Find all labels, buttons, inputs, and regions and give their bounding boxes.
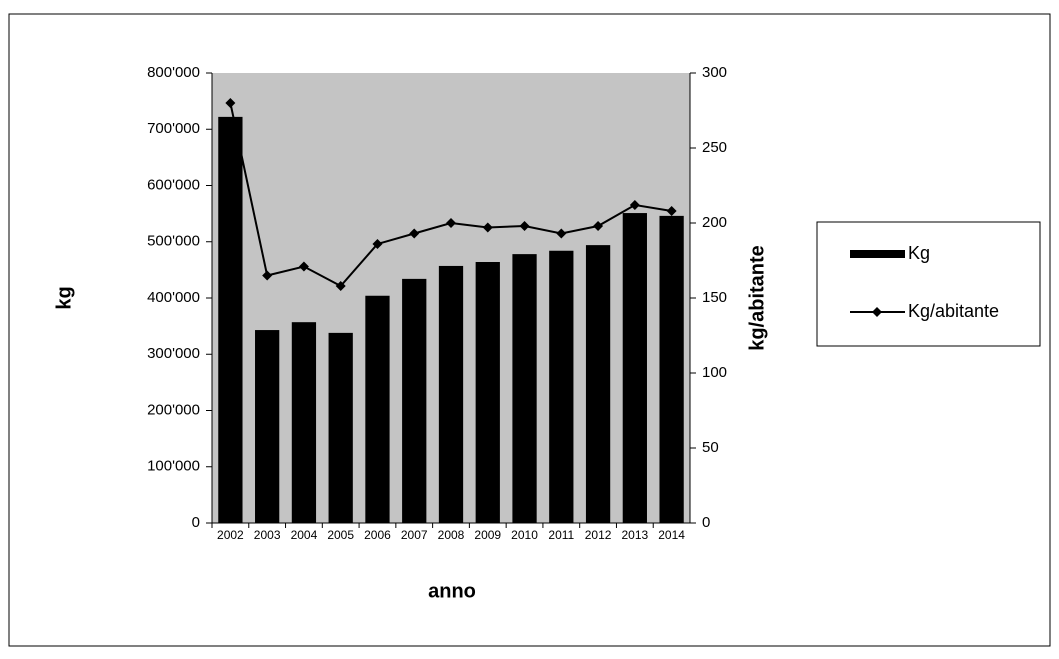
y-tick-label: 200'000 — [147, 401, 200, 418]
legend-marker — [872, 307, 882, 317]
bar — [585, 245, 611, 523]
y2-axis-title: kg/abitante — [746, 245, 768, 351]
bar — [218, 116, 243, 523]
y2-tick-label: 300 — [702, 64, 727, 81]
y-tick-label: 400'000 — [147, 289, 200, 306]
marker — [482, 222, 493, 233]
x-tick-label: 2002 — [217, 528, 244, 542]
marker — [666, 206, 677, 216]
legend-box — [816, 221, 1041, 347]
x-tick-label: 2007 — [401, 528, 428, 542]
marker — [409, 228, 420, 239]
bar — [659, 215, 684, 523]
y-axis-title: kg — [53, 286, 75, 309]
legend-label: Kg — [908, 243, 930, 263]
marker — [593, 221, 604, 231]
marker — [629, 200, 640, 210]
y2-tick-label: 200 — [702, 214, 727, 231]
bar — [328, 332, 353, 523]
marker — [446, 218, 456, 228]
x-tick-label: 2006 — [364, 528, 391, 542]
y-tick-label: 300'000 — [147, 345, 200, 362]
bar — [512, 254, 537, 523]
y-tick-label: 700'000 — [147, 120, 200, 137]
x-tick-label: 2005 — [327, 528, 354, 542]
marker — [335, 281, 346, 291]
x-tick-label: 2013 — [621, 528, 648, 542]
y-tick-label: 800'000 — [147, 64, 200, 81]
marker — [225, 98, 236, 108]
bar — [291, 322, 317, 523]
y2-tick-label: 0 — [702, 514, 710, 531]
y-tick-label: 100'000 — [147, 458, 200, 475]
y2-tick-label: 100 — [702, 364, 727, 381]
marker — [262, 270, 273, 281]
bar — [622, 213, 647, 523]
x-tick-label: 2014 — [658, 528, 685, 542]
bar — [438, 265, 464, 523]
y-tick-label: 0 — [192, 514, 200, 531]
x-tick-label: 2008 — [438, 528, 465, 542]
legend-label: Kg/abitante — [908, 301, 999, 321]
marker — [372, 239, 383, 249]
bar — [255, 330, 280, 523]
bar — [549, 250, 574, 523]
legend-swatch — [850, 250, 905, 258]
bar — [402, 278, 427, 523]
x-tick-label: 2003 — [254, 528, 281, 542]
y2-tick-label: 50 — [702, 439, 719, 456]
x-tick-label: 2004 — [291, 528, 318, 542]
x-tick-label: 2012 — [585, 528, 612, 542]
marker — [298, 261, 309, 272]
x-tick-label: 2010 — [511, 528, 538, 542]
x-axis-title: anno — [428, 580, 476, 602]
y2-tick-label: 150 — [702, 289, 727, 306]
x-tick-label: 2011 — [548, 528, 574, 542]
bar — [365, 295, 390, 523]
y-tick-label: 500'000 — [147, 233, 200, 250]
y-tick-label: 600'000 — [147, 176, 200, 193]
y2-tick-label: 250 — [702, 139, 727, 156]
bar — [475, 262, 500, 523]
marker — [556, 228, 567, 239]
x-tick-label: 2009 — [474, 528, 501, 542]
marker — [519, 221, 530, 231]
